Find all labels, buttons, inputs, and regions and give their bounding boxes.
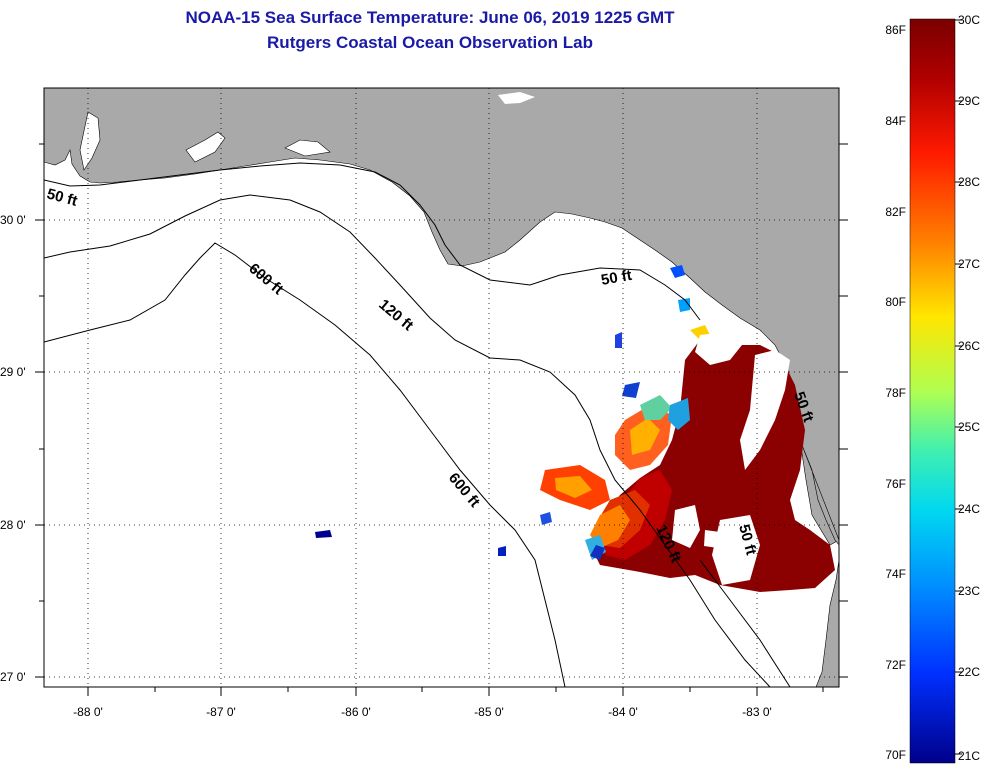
- c-label: 26C: [958, 339, 980, 353]
- map-frame: [43, 87, 840, 688]
- f-label: 86F: [885, 23, 906, 37]
- c-label: 28C: [958, 175, 980, 189]
- f-label: 70F: [885, 748, 906, 762]
- c-label: 23C: [958, 584, 980, 598]
- colorbar-c-labels: 30C 29C 28C 27C 26C 25C 24C 23C 22C 21C: [958, 13, 980, 763]
- no-data-areas: [672, 332, 790, 585]
- lat-label: 28 0': [0, 518, 26, 532]
- c-label: 22C: [958, 665, 980, 679]
- f-label: 72F: [885, 658, 906, 672]
- colorbar: [909, 18, 956, 764]
- c-label: 27C: [958, 257, 980, 271]
- map-title: NOAA-15 Sea Surface Temperature: June 06…: [185, 8, 675, 27]
- depth-contours: [44, 162, 791, 687]
- colorbar-ticks: [955, 19, 962, 755]
- lon-label: -85 0': [474, 705, 504, 719]
- lon-label: -87 0': [206, 705, 236, 719]
- lake: [498, 92, 535, 104]
- c-label: 29C: [958, 94, 980, 108]
- florida-peninsula: [799, 439, 839, 687]
- c-label: 24C: [958, 502, 980, 516]
- axis-ticks: [35, 143, 848, 696]
- bay-inlet: [79, 111, 101, 171]
- lon-label: -86 0': [341, 705, 371, 719]
- c-label: 30C: [958, 13, 980, 27]
- lon-label: -83 0': [742, 705, 772, 719]
- c-label: 25C: [958, 420, 980, 434]
- lat-label: 30 0': [0, 213, 26, 227]
- lon-label: -88 0': [73, 705, 103, 719]
- map-subtitle: Rutgers Coastal Ocean Observation Lab: [267, 33, 593, 52]
- f-label: 84F: [885, 114, 906, 128]
- f-label: 82F: [885, 205, 906, 219]
- f-label: 76F: [885, 477, 906, 491]
- f-label: 74F: [885, 567, 906, 581]
- c-label: 21C: [958, 749, 980, 763]
- lat-label: 27 0': [0, 670, 26, 684]
- contour-label: 50 ft: [600, 267, 633, 289]
- colorbar-f-labels: 86F 84F 82F 80F 78F 76F 74F 72F 70F: [885, 23, 906, 762]
- bay-inlet: [284, 139, 331, 157]
- f-label: 80F: [885, 295, 906, 309]
- f-label: 78F: [885, 386, 906, 400]
- lat-label: 29 0': [0, 365, 26, 379]
- land-area: [44, 88, 839, 546]
- lon-label: -84 0': [608, 705, 638, 719]
- bay-inlet: [185, 131, 226, 163]
